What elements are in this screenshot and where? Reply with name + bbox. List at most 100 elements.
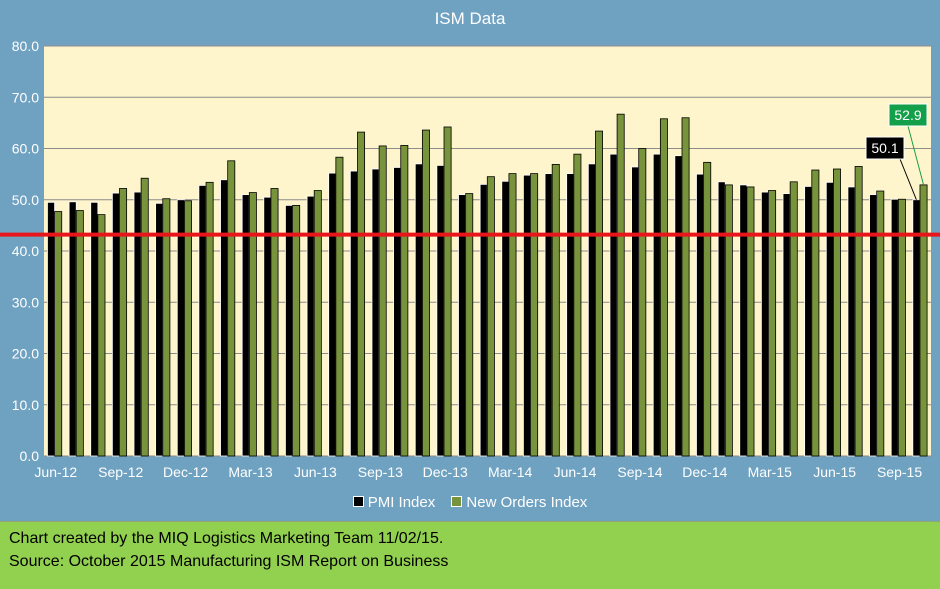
x-tick-label: Sep-12 (98, 464, 143, 480)
pmi-bar (349, 170, 358, 457)
new-orders-bar (638, 148, 647, 457)
y-tick-label: 70.0 (12, 89, 39, 105)
pmi-bar (436, 165, 445, 457)
pmi-bar (804, 186, 813, 457)
pmi-bar (47, 201, 56, 457)
new-orders-bar (897, 198, 906, 457)
x-tick-label: Mar-14 (488, 464, 533, 480)
y-tick-label: 0.0 (20, 448, 40, 464)
x-tick-label: Sep-15 (877, 464, 922, 480)
new-orders-bar (508, 173, 517, 457)
x-tick-label: Mar-15 (748, 464, 793, 480)
pmi-bar (111, 192, 120, 457)
new-orders-bar (400, 145, 409, 457)
callouts: 50.1 52.9 (865, 103, 928, 200)
new-orders-bar (681, 117, 690, 457)
new-orders-bar (140, 177, 149, 457)
new-orders-bar (465, 193, 474, 457)
pmi-bar (847, 186, 856, 457)
new-orders-bar (313, 190, 322, 457)
new-orders-bar (833, 168, 841, 457)
new-orders-bar (205, 181, 214, 457)
pmi-bar (328, 172, 337, 457)
new-orders-bar (227, 160, 236, 457)
new-orders-bar (486, 176, 495, 457)
y-tick-label: 40.0 (12, 243, 39, 259)
y-tick-label: 30.0 (12, 294, 39, 310)
new-orders-bar (573, 153, 582, 457)
footer-source: Source: October 2015 Manufacturing ISM R… (9, 553, 449, 570)
new-orders-bar (595, 130, 603, 457)
pmi-bar (544, 173, 553, 457)
y-tick-label: 20.0 (12, 346, 39, 362)
new-orders-bar (378, 145, 387, 457)
pmi-callout-label: 50.1 (871, 140, 898, 156)
x-tick-label: Dec-13 (423, 464, 468, 480)
pmi-bar (393, 167, 402, 457)
new-orders-bar (97, 214, 106, 457)
y-tick-label: 60.0 (12, 141, 39, 157)
new-orders-bar (919, 184, 928, 457)
x-tick-label: Jun-14 (554, 464, 597, 480)
new-orders-bar (248, 192, 257, 457)
new-orders-callout-label: 52.9 (894, 107, 921, 123)
pmi-bar (674, 155, 683, 457)
new-orders-bar (746, 186, 755, 457)
new-orders-bar (724, 184, 733, 457)
new-orders-bar (616, 113, 625, 457)
pmi-bar (609, 153, 618, 457)
y-tick-label: 80.0 (12, 38, 39, 54)
x-tick-label: Sep-14 (617, 464, 662, 480)
pmi-callout-leader (899, 158, 917, 200)
new-orders-bar (551, 163, 560, 457)
pmi-bar (587, 163, 596, 457)
new-orders-bar (184, 200, 192, 457)
legend-label-pmi: PMI Index (367, 494, 436, 511)
y-tick-label: 50.0 (12, 192, 39, 208)
footer-panel: Chart created by the MIQ Logistics Marke… (0, 521, 940, 589)
pmi-bar (176, 199, 185, 457)
new-orders-callout-box (888, 103, 928, 127)
new-orders-bar (421, 129, 430, 457)
chart-title: ISM Data (434, 9, 506, 28)
legend-item-pmi: PMI Index (352, 494, 436, 511)
pmi-bar (90, 201, 99, 457)
new-orders-bar (443, 126, 452, 457)
pmi-bar (198, 184, 207, 457)
pmi-bar (523, 174, 531, 457)
pmi-bar (912, 199, 921, 457)
new-orders-bar (703, 161, 712, 457)
bars (47, 113, 928, 457)
pmi-bar (652, 153, 661, 457)
new-orders-bar (54, 211, 63, 457)
pmi-bar (414, 163, 423, 457)
x-tick-label: Dec-14 (682, 464, 727, 480)
new-orders-bar (659, 118, 668, 457)
pmi-bar (631, 166, 640, 457)
new-orders-bar (335, 156, 344, 457)
x-axis-ticks: Jun-12 Sep-12 Dec-12 Mar-13 Jun-13 Sep-13 Dec-… (34, 464, 922, 480)
new-orders-bar (854, 166, 863, 457)
x-tick-label: Jun-13 (294, 464, 337, 480)
pmi-bar (155, 202, 164, 457)
pmi-bar (760, 191, 769, 457)
new-orders-bar (292, 204, 301, 457)
legend: PMI Index New Orders Index (0, 494, 940, 511)
y-axis-ticks: 0.0 10.0 20.0 30.0 40.0 50.0 60.0 70.0 80.0 (12, 38, 39, 464)
chart-panel: ISM Data 0.0 10.0 20.0 30.0 40.0 50.0 60.0 70.0… (0, 0, 940, 521)
new-orders-callout-leader (907, 125, 925, 186)
x-tick-label: Dec-12 (163, 464, 208, 480)
new-orders-bar (162, 198, 171, 457)
pmi-bar (220, 179, 229, 457)
pmi-bar (566, 173, 575, 457)
pmi-bar (371, 168, 380, 457)
new-orders-bar (768, 190, 777, 457)
x-tick-label: Jun-12 (34, 464, 77, 480)
x-tick-label: Jun-15 (813, 464, 856, 480)
pmi-bar (68, 201, 77, 457)
legend-item-new-orders: New Orders Index (451, 494, 587, 511)
x-tick-label: Mar-13 (228, 464, 273, 480)
pmi-bar (479, 183, 488, 457)
new-orders-bar (75, 210, 84, 457)
x-tick-label: Sep-13 (358, 464, 403, 480)
